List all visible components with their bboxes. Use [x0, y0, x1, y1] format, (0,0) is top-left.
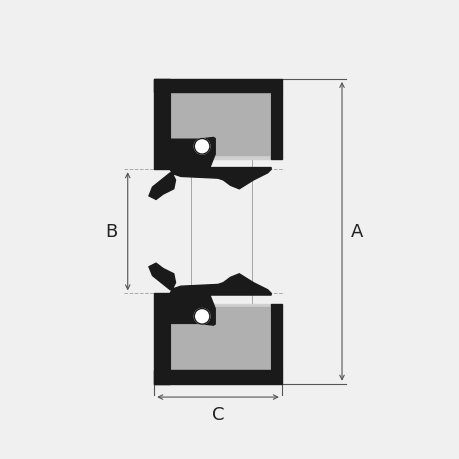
Polygon shape	[154, 80, 170, 170]
Polygon shape	[170, 93, 271, 159]
Polygon shape	[271, 93, 281, 159]
Polygon shape	[149, 263, 271, 325]
Polygon shape	[154, 294, 170, 384]
Polygon shape	[170, 304, 271, 370]
Circle shape	[194, 309, 209, 325]
Text: B: B	[105, 223, 117, 241]
Polygon shape	[172, 308, 269, 369]
Polygon shape	[172, 94, 269, 156]
Text: C: C	[211, 405, 224, 423]
Polygon shape	[271, 304, 281, 370]
Text: A: A	[350, 223, 363, 241]
Circle shape	[194, 139, 209, 155]
Polygon shape	[154, 370, 281, 384]
Polygon shape	[149, 138, 271, 200]
Polygon shape	[154, 80, 281, 93]
